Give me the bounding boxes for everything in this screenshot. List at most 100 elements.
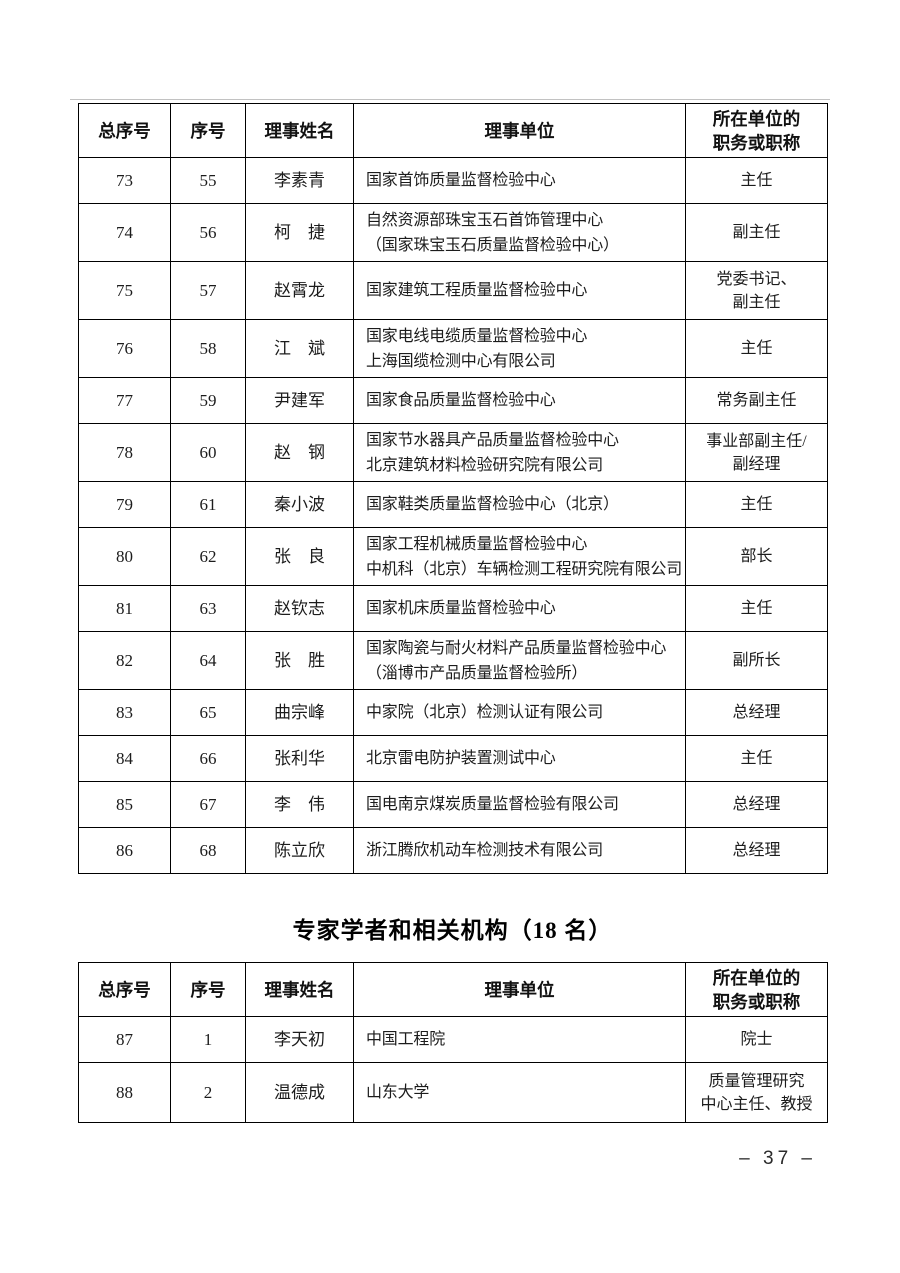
cell-no: 58: [170, 319, 246, 378]
cell-total-no: 85: [78, 781, 171, 828]
table-row: 80 62 张 良 国家工程机械质量监督检验中心 中机科（北京）车辆检测工程研究…: [78, 527, 828, 586]
cell-member-title: 院士: [685, 1016, 828, 1063]
cell-total-no: 78: [78, 423, 171, 482]
cell-no: 61: [170, 481, 246, 528]
cell-member-name: 赵钦志: [245, 585, 354, 632]
header-row: 总序号 序号 理事姓名 理事单位 所在单位的 职务或职称: [78, 962, 828, 1017]
cell-member-unit: 国家建筑工程质量监督检验中心: [353, 261, 686, 320]
cell-member-name: 李 伟: [245, 781, 354, 828]
council-members-table: 总序号 序号 理事姓名 理事单位 所在单位的 职务或职称 73 55 李素青 国…: [78, 103, 828, 874]
cell-total-no: 83: [78, 689, 171, 736]
cell-no: 68: [170, 827, 246, 874]
cell-member-title: 事业部副主任/ 副经理: [685, 423, 828, 482]
cell-member-unit: 国家工程机械质量监督检验中心 中机科（北京）车辆检测工程研究院有限公司: [353, 527, 686, 586]
cell-member-name: 陈立欣: [245, 827, 354, 874]
col-header-no: 序号: [170, 962, 246, 1017]
cell-total-no: 74: [78, 203, 171, 262]
table-row: 73 55 李素青 国家首饰质量监督检验中心 主任: [78, 157, 828, 204]
cell-total-no: 87: [78, 1016, 171, 1063]
table-row: 85 67 李 伟 国电南京煤炭质量监督检验有限公司 总经理: [78, 781, 828, 828]
cell-member-title: 主任: [685, 735, 828, 782]
cell-no: 65: [170, 689, 246, 736]
cell-member-name: 赵霄龙: [245, 261, 354, 320]
table-row: 75 57 赵霄龙 国家建筑工程质量监督检验中心 党委书记、 副主任: [78, 261, 828, 320]
cell-member-title: 主任: [685, 157, 828, 204]
cell-member-name: 秦小波: [245, 481, 354, 528]
cell-total-no: 76: [78, 319, 171, 378]
cell-total-no: 80: [78, 527, 171, 586]
experts-table: 总序号 序号 理事姓名 理事单位 所在单位的 职务或职称 87 1 李天初 中国…: [78, 962, 828, 1123]
cell-member-unit: 北京雷电防护装置测试中心: [353, 735, 686, 782]
col-header-unit: 理事单位: [353, 103, 686, 158]
cell-total-no: 79: [78, 481, 171, 528]
cell-member-title: 总经理: [685, 781, 828, 828]
cell-member-title: 质量管理研究 中心主任、教授: [685, 1062, 828, 1123]
col-header-unit: 理事单位: [353, 962, 686, 1017]
cell-total-no: 75: [78, 261, 171, 320]
page-number: – 37 –: [739, 1148, 816, 1169]
cell-member-title: 主任: [685, 585, 828, 632]
section-title: 专家学者和相关机构（18 名）: [292, 918, 613, 943]
cell-total-no: 86: [78, 827, 171, 874]
cell-total-no: 88: [78, 1062, 171, 1123]
header-row: 总序号 序号 理事姓名 理事单位 所在单位的 职务或职称: [78, 103, 828, 158]
cell-member-title: 部长: [685, 527, 828, 586]
cell-member-unit: 国家陶瓷与耐火材料产品质量监督检验中心 （淄博市产品质量监督检验所）: [353, 631, 686, 690]
cell-member-unit: 国家机床质量监督检验中心: [353, 585, 686, 632]
cell-no: 66: [170, 735, 246, 782]
cell-member-name: 温德成: [245, 1062, 354, 1123]
table-row: 74 56 柯 捷 自然资源部珠宝玉石首饰管理中心 （国家珠宝玉石质量监督检验中…: [78, 203, 828, 262]
cell-member-unit: 国电南京煤炭质量监督检验有限公司: [353, 781, 686, 828]
table-row: 77 59 尹建军 国家食品质量监督检验中心 常务副主任: [78, 377, 828, 424]
cell-member-name: 张 胜: [245, 631, 354, 690]
cell-member-title: 常务副主任: [685, 377, 828, 424]
cell-member-unit: 自然资源部珠宝玉石首饰管理中心 （国家珠宝玉石质量监督检验中心）: [353, 203, 686, 262]
cell-no: 56: [170, 203, 246, 262]
cell-no: 1: [170, 1016, 246, 1063]
cell-member-name: 尹建军: [245, 377, 354, 424]
cell-member-title: 党委书记、 副主任: [685, 261, 828, 320]
table-row: 88 2 温德成 山东大学 质量管理研究 中心主任、教授: [78, 1062, 828, 1123]
scan-artifact-line: [70, 99, 830, 100]
col-header-title: 所在单位的 职务或职称: [685, 103, 828, 158]
cell-member-name: 张 良: [245, 527, 354, 586]
cell-member-name: 李素青: [245, 157, 354, 204]
table-row: 83 65 曲宗峰 中家院（北京）检测认证有限公司 总经理: [78, 689, 828, 736]
cell-member-name: 赵 钢: [245, 423, 354, 482]
table-row: 87 1 李天初 中国工程院 院士: [78, 1016, 828, 1063]
cell-member-unit: 中国工程院: [353, 1016, 686, 1063]
cell-member-name: 柯 捷: [245, 203, 354, 262]
cell-member-unit: 国家电线电缆质量监督检验中心 上海国缆检测中心有限公司: [353, 319, 686, 378]
cell-member-unit: 山东大学: [353, 1062, 686, 1123]
cell-member-unit: 浙江腾欣机动车检测技术有限公司: [353, 827, 686, 874]
cell-member-name: 张利华: [245, 735, 354, 782]
cell-member-unit: 国家食品质量监督检验中心: [353, 377, 686, 424]
cell-member-unit: 国家鞋类质量监督检验中心（北京）: [353, 481, 686, 528]
table1-body: 73 55 李素青 国家首饰质量监督检验中心 主任 74 56 柯 捷 自然资源…: [78, 157, 828, 874]
table-row: 86 68 陈立欣 浙江腾欣机动车检测技术有限公司 总经理: [78, 827, 828, 874]
cell-no: 67: [170, 781, 246, 828]
col-header-total-no: 总序号: [78, 103, 171, 158]
cell-no: 2: [170, 1062, 246, 1123]
cell-total-no: 81: [78, 585, 171, 632]
cell-no: 59: [170, 377, 246, 424]
table-row: 82 64 张 胜 国家陶瓷与耐火材料产品质量监督检验中心 （淄博市产品质量监督…: [78, 631, 828, 690]
cell-member-title: 副主任: [685, 203, 828, 262]
cell-total-no: 73: [78, 157, 171, 204]
table2-header: 总序号 序号 理事姓名 理事单位 所在单位的 职务或职称: [78, 962, 828, 1017]
table-row: 81 63 赵钦志 国家机床质量监督检验中心 主任: [78, 585, 828, 632]
cell-no: 57: [170, 261, 246, 320]
cell-member-unit: 国家节水器具产品质量监督检验中心 北京建筑材料检验研究院有限公司: [353, 423, 686, 482]
table-row: 76 58 江 斌 国家电线电缆质量监督检验中心 上海国缆检测中心有限公司 主任: [78, 319, 828, 378]
cell-member-title: 总经理: [685, 689, 828, 736]
cell-member-title: 总经理: [685, 827, 828, 874]
col-header-no: 序号: [170, 103, 246, 158]
cell-no: 62: [170, 527, 246, 586]
col-header-total-no: 总序号: [78, 962, 171, 1017]
cell-member-name: 李天初: [245, 1016, 354, 1063]
col-header-title: 所在单位的 职务或职称: [685, 962, 828, 1017]
cell-no: 63: [170, 585, 246, 632]
cell-member-name: 曲宗峰: [245, 689, 354, 736]
cell-total-no: 77: [78, 377, 171, 424]
cell-no: 60: [170, 423, 246, 482]
